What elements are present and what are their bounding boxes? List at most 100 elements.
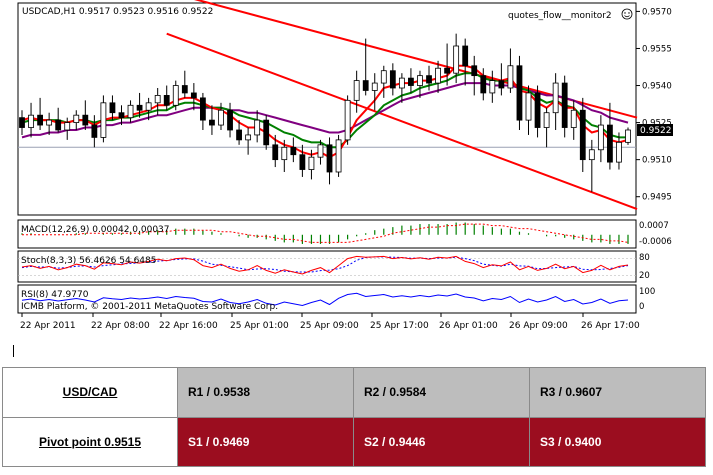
s2-cell: S2 / 0.9446 [353, 416, 530, 467]
text-cursor [13, 345, 14, 357]
candle-body-down [462, 45, 469, 67]
r1-cell: R1 / 0.9538 [177, 367, 354, 418]
candle-body-down [227, 109, 233, 131]
candle-body-up [552, 82, 559, 114]
candle-body-up [308, 156, 315, 170]
rsi-tick-bottom: 0 [639, 302, 644, 312]
stoch-label: Stoch(8,3,3) 56.4626 54.6485 [21, 256, 156, 266]
candle-body-down [498, 80, 505, 89]
copyright-notice: ICMB Platform, © 2001-2011 MetaQuotes So… [21, 302, 278, 312]
candle-body-up [380, 70, 387, 84]
price-tick-label: 0.9570 [642, 7, 672, 17]
candle-body-up [281, 146, 288, 161]
pair-cell: USD/CAD [2, 367, 178, 418]
candle-body-down [263, 119, 270, 146]
chart-title: USDCAD,H1 0.9517 0.9523 0.9516 0.9522 [22, 7, 213, 17]
candle-body-up [525, 92, 532, 121]
candle-body-up [46, 119, 53, 126]
rsi-line-path [21, 292, 629, 307]
rsi-tick-top: 100 [639, 287, 655, 297]
r2-cell: R2 / 0.9584 [353, 367, 530, 418]
candle-body-up [172, 85, 179, 106]
time-tick-label: 26 Apr 09:00 [509, 321, 568, 331]
candle-body-down [607, 124, 613, 163]
candle-body-up [453, 45, 460, 74]
smiley-icon [621, 8, 633, 20]
candle-body-down [408, 77, 414, 86]
candle-body-up [28, 114, 34, 128]
candle-body-up [588, 149, 595, 161]
candle-body-up [417, 75, 423, 86]
candle-body-up [489, 80, 496, 94]
candle-body-down [579, 109, 586, 161]
candle-body-down [109, 102, 116, 114]
candle-body-down [236, 129, 242, 141]
stochastic-lines [18, 255, 636, 276]
candle-body-down [118, 112, 125, 119]
candle-body-down [91, 124, 98, 138]
macd-tick-bottom: -0.0006 [639, 237, 672, 247]
s3-cell: S3 / 0.9400 [529, 416, 706, 467]
r3-cell: R3 / 0.9607 [529, 367, 706, 418]
rsi-label: RSI(8) 47.9770 [21, 290, 89, 300]
candle-body-up [543, 112, 550, 128]
candle-body-up [353, 80, 360, 101]
price-tick-label: 0.9495 [642, 193, 672, 203]
rsi-line [21, 292, 629, 307]
time-tick-label: 22 Apr 16:00 [159, 321, 218, 331]
pivot-cell: Pivot point 0.9515 [2, 416, 178, 467]
candle-body-down [290, 146, 297, 156]
candle-body-up [625, 129, 631, 143]
candle-body-down [181, 85, 188, 94]
macd-tick-top: 0.0007 [639, 221, 669, 231]
candle-body-up [317, 144, 324, 158]
price-tick-label: 0.9540 [642, 82, 672, 92]
candle-body-up [245, 134, 252, 141]
stoch-tick-bottom: 20 [639, 271, 650, 281]
stoch-main-line [21, 255, 629, 275]
pair-name: USD/CAD [62, 385, 118, 400]
candle-body-up [570, 109, 577, 128]
candle-body-up [616, 141, 622, 163]
candle-body-up [344, 99, 351, 141]
time-tick-label: 22 Apr 08:00 [91, 321, 150, 331]
candle-body-down [480, 75, 487, 94]
candle-body-down [561, 82, 568, 128]
candle-body-down [82, 114, 89, 126]
chart-window: 0.9570 0.9555 0.9540 0.9525 0.9510 0.9495 USD… [17, 0, 673, 331]
candle-body-up [100, 102, 107, 138]
resistance-row: USD/CAD R1 / 0.9538 R2 / 0.9584 R3 / 0.9… [2, 367, 706, 418]
candle-body-up [127, 104, 134, 119]
candle-body-up [145, 102, 152, 111]
time-tick-label: 22 Apr 2011 [20, 321, 76, 331]
candle-body-up [597, 124, 604, 151]
candle-body-up [73, 114, 80, 123]
time-tick-label: 25 Apr 01:00 [230, 321, 289, 331]
pivot-table: USD/CAD R1 / 0.9538 R2 / 0.9584 R3 / 0.9… [2, 367, 706, 467]
stoch-panel [17, 250, 637, 283]
candle-body-down [136, 104, 143, 111]
candlesticks [19, 33, 631, 192]
candle-body-down [55, 119, 62, 131]
last-price-tag: 0.9522 [637, 124, 673, 136]
candle-body-up [371, 82, 378, 91]
price-tick-label: 0.9555 [642, 44, 672, 54]
price-axis: 0.9570 0.9555 0.9540 0.9525 0.9510 0.9495 [636, 7, 672, 203]
candle-body-up [64, 122, 71, 131]
candle-body-down [272, 144, 279, 161]
pivot-point: Pivot point 0.9515 [38, 434, 142, 449]
candle-body-up [254, 119, 261, 136]
last-price: 0.9522 [640, 126, 672, 136]
candle-body-up [398, 77, 405, 89]
time-tick-label: 25 Apr 09:00 [300, 321, 359, 331]
candle-body-up [335, 139, 342, 173]
candle-body-up [507, 65, 514, 89]
candle-body-up [154, 95, 161, 104]
candle-body-down [389, 70, 396, 89]
candle-body-down [199, 97, 206, 121]
time-tick-label: 25 Apr 17:00 [370, 321, 429, 331]
s1-cell: S1 / 0.9469 [177, 416, 354, 467]
stoch-tick-top: 80 [639, 253, 650, 263]
macd-histogram [21, 222, 629, 244]
time-tick-label: 26 Apr 17:00 [581, 321, 640, 331]
